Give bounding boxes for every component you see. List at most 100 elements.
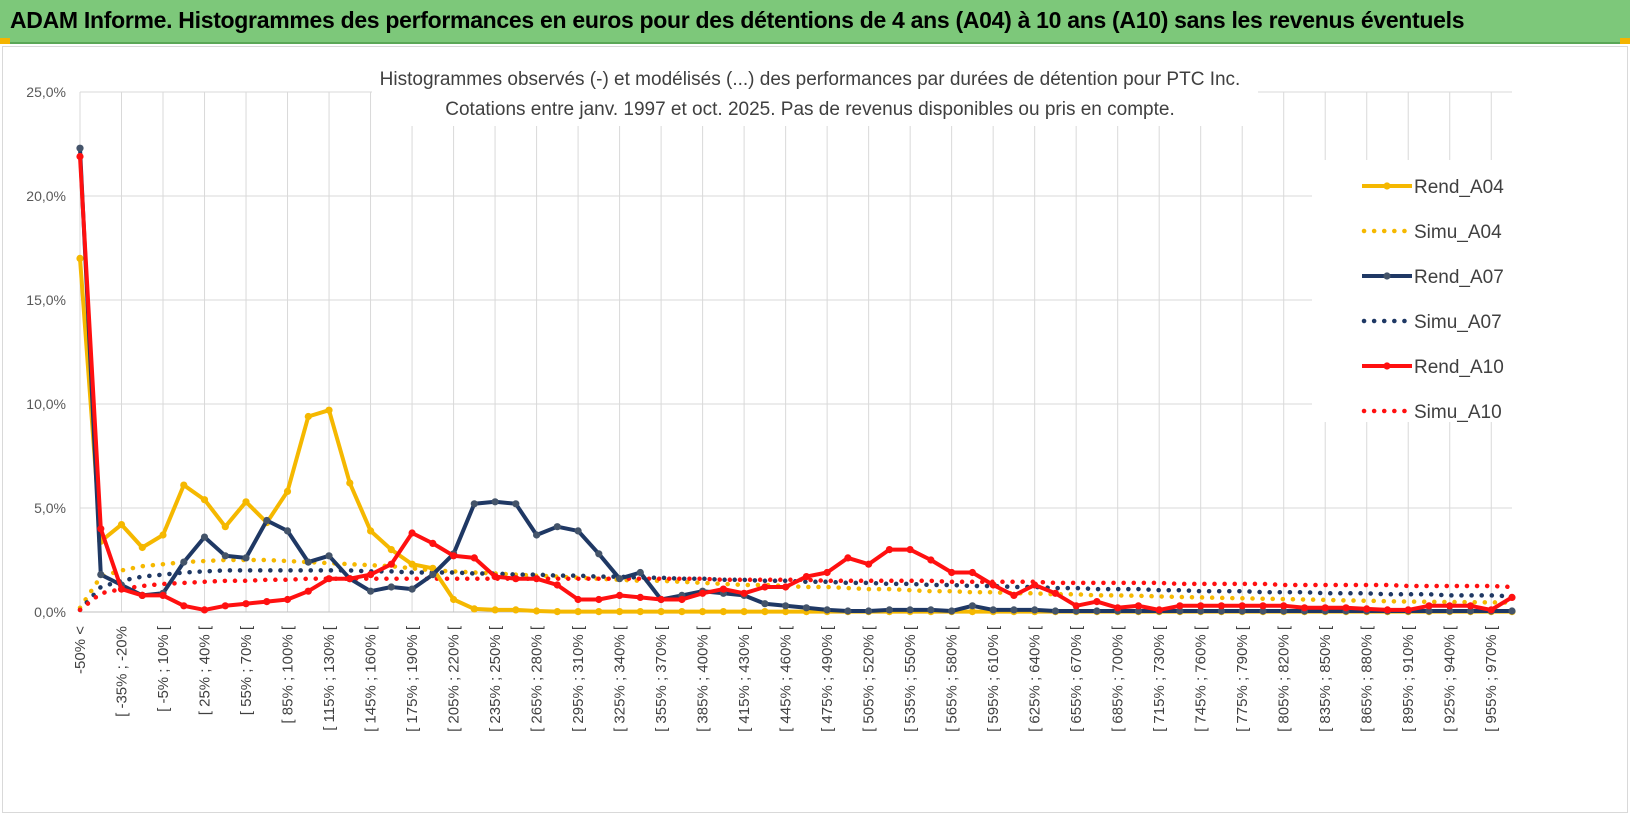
x-tick-label: [ 235% ; 250% [	[487, 625, 504, 732]
data-point-rend-a04	[242, 498, 250, 506]
data-point-rend-a10	[533, 575, 541, 583]
data-point-rend-a10	[906, 546, 914, 554]
x-tick-label: [ 205% ; 220% [	[446, 625, 463, 732]
data-point-rend-a10	[1446, 602, 1454, 610]
data-point-rend-a04	[719, 608, 728, 616]
x-tick-label: [ -5% ; 10% [	[155, 625, 172, 712]
data-point-rend-a10	[989, 581, 997, 589]
data-point-rend-a04	[367, 527, 375, 535]
data-point-rend-a07	[491, 498, 499, 506]
data-point-rend-a10	[553, 581, 561, 589]
data-point-rend-a10	[1114, 604, 1122, 612]
data-point-rend-a04	[346, 479, 354, 487]
data-point-rend-a10	[844, 554, 852, 562]
data-point-rend-a10	[1051, 589, 1059, 597]
y-tick-label: 5,0%	[34, 500, 66, 516]
data-point-rend-a07	[927, 606, 935, 614]
legend-label-rend-a04: Rend_A04	[1414, 177, 1504, 198]
data-point-rend-a04	[595, 608, 603, 616]
data-point-rend-a10	[678, 595, 686, 604]
data-point-rend-a07	[1010, 606, 1018, 614]
data-point-rend-a04	[782, 608, 790, 616]
x-tick-label: [ 565% ; 580% [	[944, 625, 961, 732]
data-point-rend-a07	[470, 500, 478, 508]
data-point-rend-a07	[968, 602, 977, 610]
data-point-rend-a10	[470, 554, 478, 562]
x-tick-label: [ 115% ; 130% [	[321, 625, 338, 731]
x-tick-label: [ 175% ; 190% [	[404, 625, 421, 732]
data-point-rend-a07	[1259, 607, 1267, 615]
report-banner: ADAM Informe. Histogrammes des performan…	[0, 0, 1630, 44]
data-point-rend-a10	[927, 556, 935, 564]
x-tick-label: [ 715% ; 730% [	[1151, 625, 1168, 732]
data-point-rend-a10	[1010, 591, 1018, 600]
x-tick-label: [ 145% ; 160% [	[363, 625, 380, 732]
x-tick-label: [ 595% ; 610% [	[985, 625, 1002, 732]
x-tick-label: [ 835% ; 850% [	[1317, 625, 1334, 732]
data-point-rend-a04	[200, 496, 209, 504]
data-point-rend-a10	[823, 568, 831, 577]
data-point-rend-a10	[512, 575, 520, 583]
data-point-rend-a10	[740, 589, 748, 597]
data-point-rend-a07	[283, 527, 292, 535]
data-point-rend-a10	[159, 591, 167, 600]
data-point-rend-a04	[180, 481, 188, 489]
data-point-rend-a10	[574, 595, 582, 604]
x-tick-label: [ 925% ; 940% [	[1442, 625, 1459, 732]
legend-marker-rend-a10	[1383, 362, 1391, 370]
y-tick-label: 25,0%	[26, 84, 66, 100]
data-point-rend-a10	[408, 529, 416, 537]
data-point-rend-a07	[367, 587, 375, 595]
data-point-rend-a10	[242, 600, 250, 608]
data-point-rend-a07	[512, 500, 520, 508]
legend-marker-rend-a07	[1383, 272, 1391, 280]
data-point-rend-a10	[1404, 606, 1412, 614]
data-point-rend-a07	[1031, 606, 1039, 614]
data-point-rend-a10	[1238, 602, 1246, 610]
data-point-rend-a07	[221, 552, 229, 560]
data-point-rend-a10	[325, 575, 333, 583]
data-point-rend-a10	[1383, 606, 1392, 614]
data-point-rend-a10	[1031, 581, 1039, 589]
data-point-rend-a07	[636, 568, 644, 577]
x-tick-label: [ 55% ; 70% [	[238, 625, 255, 715]
x-tick-label: [ 955% ; 970% [	[1483, 625, 1500, 732]
data-point-rend-a10	[1508, 593, 1516, 602]
data-point-rend-a10	[1280, 602, 1288, 610]
legend-marker-rend-a04	[1383, 182, 1391, 190]
legend-label-simu-a04: Simu_A04	[1414, 222, 1502, 243]
data-point-rend-a04	[657, 608, 665, 616]
series-line-simu-a07	[77, 568, 1515, 613]
data-point-rend-a07	[989, 606, 997, 614]
data-point-rend-a10	[97, 525, 105, 533]
data-point-rend-a10	[782, 583, 790, 591]
legend-label-simu-a07: Simu_A07	[1414, 312, 1502, 333]
data-point-rend-a10	[885, 546, 894, 554]
data-point-rend-a07	[408, 585, 416, 593]
chart-title: Histogrammes observés (-) et modélisés (…	[380, 69, 1241, 90]
data-point-rend-a07	[1217, 607, 1225, 615]
data-point-rend-a10	[595, 595, 603, 604]
x-tick-label: [ 625% ; 640% [	[1027, 625, 1044, 732]
x-tick-label: [ 85% ; 100% [	[280, 625, 297, 723]
data-point-rend-a10	[699, 589, 707, 597]
data-point-rend-a04	[387, 546, 395, 554]
x-tick-label: [ 325% ; 340% [	[612, 625, 629, 732]
x-tick-label: [ 505% ; 520% [	[861, 625, 878, 732]
series-line-simu-a04	[77, 557, 1515, 611]
data-point-rend-a07	[948, 607, 956, 615]
data-point-rend-a07	[242, 554, 250, 562]
report-title: ADAM Informe. Histogrammes des performan…	[10, 7, 1465, 33]
data-point-rend-a10	[761, 583, 769, 591]
data-point-rend-a10	[263, 598, 271, 606]
series-line-rend-a10	[78, 156, 1514, 612]
data-point-rend-a10	[1300, 604, 1309, 612]
data-point-rend-a07	[802, 604, 811, 612]
data-point-rend-a10	[76, 152, 84, 161]
data-point-rend-a10	[1217, 602, 1225, 610]
data-point-rend-a04	[159, 531, 167, 539]
x-tick-label: [ 445% ; 460% [	[778, 625, 795, 732]
grid-layer	[79, 91, 1512, 613]
x-tick-label: [ 25% ; 40% [	[197, 625, 214, 715]
